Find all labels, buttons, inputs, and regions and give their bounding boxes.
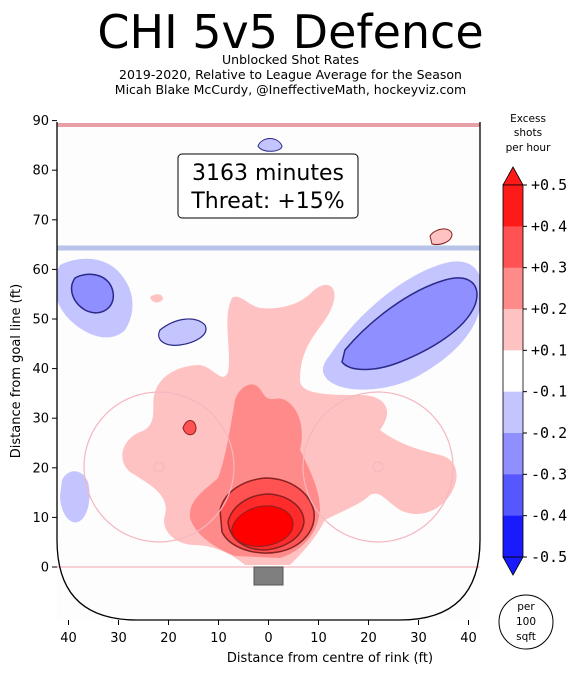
faceoff-dot-left bbox=[153, 461, 165, 473]
annotation-box bbox=[177, 153, 359, 219]
unit-circle bbox=[498, 594, 554, 650]
faceoff-circle-right bbox=[302, 391, 454, 543]
colorbar-title-line-2: shots bbox=[514, 127, 542, 139]
y-tick-label: 10 bbox=[32, 511, 49, 526]
region-neg-left-upper-core bbox=[70, 273, 115, 314]
region-pos-small-core bbox=[182, 420, 197, 436]
colorbar-title-line-3: per hour bbox=[506, 142, 552, 154]
colorbar-tick-label: -0.2 bbox=[531, 424, 567, 442]
goal-net bbox=[253, 566, 284, 586]
colorbar-segment bbox=[503, 474, 523, 517]
threat-text: Threat: +15% bbox=[190, 189, 344, 214]
faceoff-dot-right bbox=[372, 461, 384, 473]
colorbar-segment bbox=[503, 433, 523, 475]
region-neg-right-upper-core bbox=[341, 277, 478, 371]
colorbar-frame bbox=[502, 184, 524, 558]
y-tick-label: 50 bbox=[32, 313, 49, 328]
y-tick-label: 80 bbox=[32, 164, 49, 179]
colorbar-segment bbox=[503, 267, 523, 310]
colorbar bbox=[502, 166, 524, 576]
colorbar-tick-label: -0.1 bbox=[531, 383, 567, 401]
region-neg-top-center bbox=[257, 138, 283, 152]
x-tick-label: 40 bbox=[460, 631, 477, 646]
y-tick-label: 0 bbox=[41, 561, 49, 576]
region-neg-mid-left bbox=[158, 318, 207, 346]
y-tick-label: 60 bbox=[32, 263, 49, 278]
x-tick-label: 10 bbox=[210, 631, 227, 646]
faceoff-circle-left bbox=[83, 391, 235, 543]
x-axis-label: Distance from centre of rink (ft) bbox=[227, 651, 433, 666]
heatmap-regions bbox=[57, 138, 480, 565]
unit-line-3: sqft bbox=[516, 631, 536, 643]
colorbar-tick-label: +0.1 bbox=[531, 341, 567, 359]
colorbar-tick-label: +0.3 bbox=[531, 259, 567, 277]
x-tick-label: 40 bbox=[60, 631, 77, 646]
unit-line-2: 100 bbox=[516, 616, 536, 628]
chart-title: CHI 5v5 Defence bbox=[97, 5, 484, 59]
colorbar-ticks: +0.5 +0.4 +0.3 +0.2 +0.1 -0.1 -0.2 -0.3 -0.4 -0.5 bbox=[523, 176, 567, 566]
region-neg-left-lower bbox=[60, 471, 90, 523]
x-tick-label: 10 bbox=[310, 631, 327, 646]
minutes-text: 3163 minutes bbox=[192, 161, 344, 186]
y-tick-label: 20 bbox=[32, 461, 49, 476]
subtitle-line-1: Unblocked Shot Rates bbox=[222, 52, 359, 67]
region-pos-upper-right bbox=[429, 228, 453, 245]
colorbar-extend-top bbox=[502, 166, 524, 186]
colorbar-segment bbox=[503, 309, 523, 351]
colorbar-segment bbox=[503, 515, 523, 558]
region-pos-small-left bbox=[150, 294, 163, 303]
colorbar-segment bbox=[503, 350, 523, 393]
x-tick-label: 30 bbox=[110, 631, 127, 646]
colorbar-extend-bottom bbox=[502, 556, 524, 576]
unit-line-1: per bbox=[517, 601, 535, 613]
y-tick-label: 90 bbox=[32, 114, 49, 129]
colorbar-segment bbox=[503, 185, 523, 227]
subtitle-line-2: 2019-2020, Relative to League Average fo… bbox=[119, 67, 462, 82]
colorbar-tick-label: +0.4 bbox=[531, 217, 567, 235]
colorbar-title-line-1: Excess bbox=[510, 113, 546, 125]
colorbar-segment bbox=[503, 226, 523, 269]
x-axis-ticks: 40 30 20 10 0 10 20 30 40 bbox=[60, 620, 477, 646]
subtitle-line-3: Micah Blake McCurdy, @IneffectiveMath, h… bbox=[114, 82, 467, 97]
y-tick-label: 30 bbox=[32, 412, 49, 427]
y-tick-label: 70 bbox=[32, 213, 49, 228]
x-tick-label: 20 bbox=[360, 631, 377, 646]
y-axis-label: Distance from goal line (ft) bbox=[9, 284, 24, 458]
colorbar-tick-label: -0.4 bbox=[531, 507, 567, 525]
region-pos-level5 bbox=[231, 505, 294, 547]
colorbar-segment bbox=[503, 391, 523, 434]
x-tick-label: 0 bbox=[264, 631, 272, 646]
colorbar-tick-label: +0.2 bbox=[531, 300, 567, 318]
x-tick-label: 30 bbox=[410, 631, 427, 646]
colorbar-tick-label: -0.5 bbox=[531, 548, 567, 566]
colorbar-tick-label: -0.3 bbox=[531, 465, 567, 483]
colorbar-tick-label: +0.5 bbox=[531, 176, 567, 194]
y-axis-ticks: 0 10 20 30 40 50 60 70 80 90 bbox=[32, 114, 57, 576]
x-tick-label: 20 bbox=[160, 631, 177, 646]
y-tick-label: 40 bbox=[32, 362, 49, 377]
